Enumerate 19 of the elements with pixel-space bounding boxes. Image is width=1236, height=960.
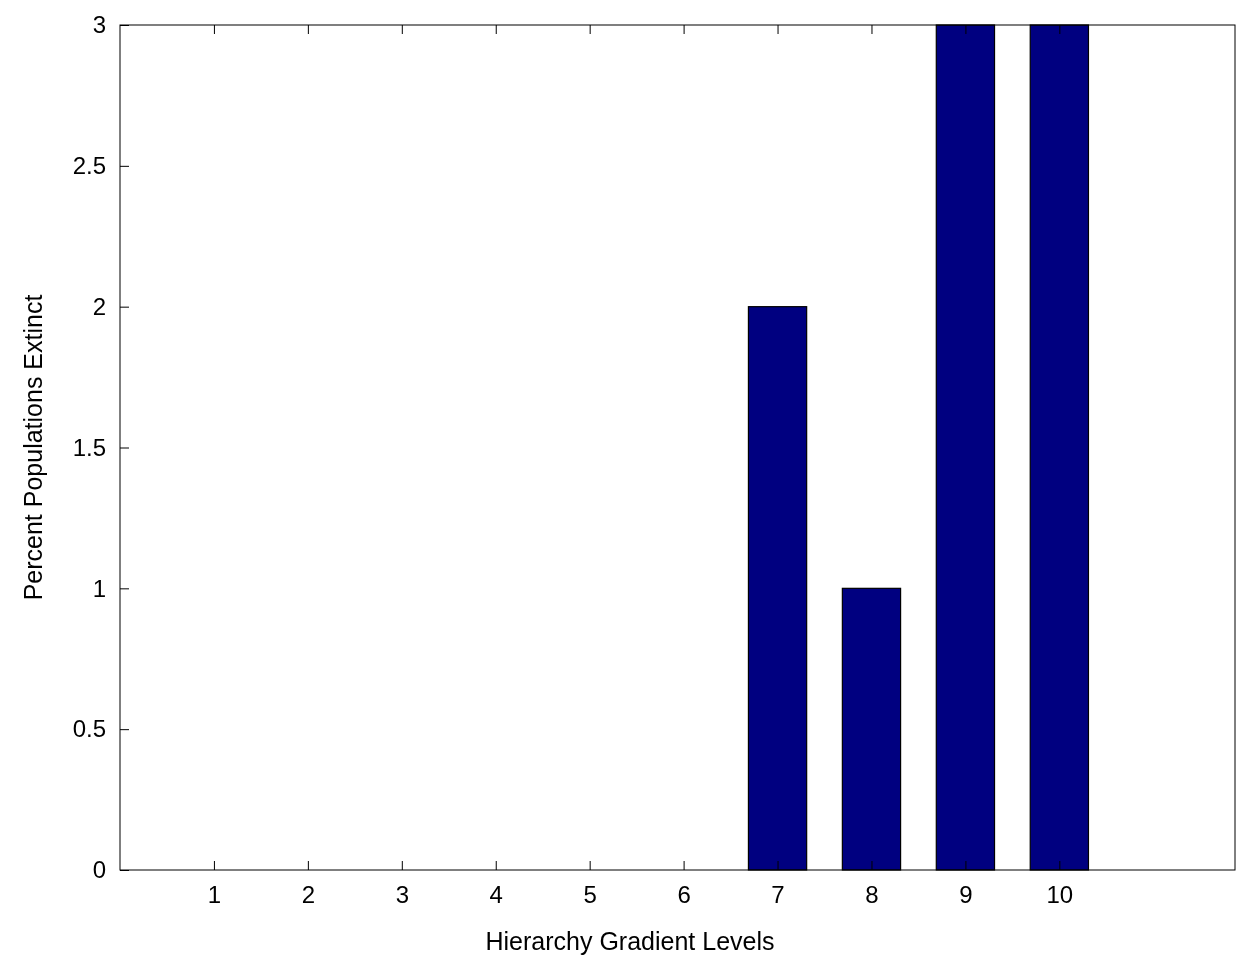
x-tick-label: 6 <box>677 881 691 909</box>
x-tick-label: 4 <box>489 881 503 909</box>
y-tick-label: 0.5 <box>72 715 106 743</box>
y-tick-label: 1 <box>92 574 106 602</box>
x-tick-label: 3 <box>395 881 409 909</box>
y-tick-label: 1.5 <box>72 433 106 461</box>
x-axis-title: Hierarchy Gradient Levels <box>485 927 775 955</box>
x-tick-label: 8 <box>865 881 879 909</box>
x-tick-label: 7 <box>771 881 785 909</box>
x-tick-label: 5 <box>583 881 597 909</box>
x-tick-label: 1 <box>207 881 222 909</box>
y-tick-label: 2 <box>92 292 106 320</box>
y-tick-label: 0 <box>92 856 106 884</box>
y-axis-title: Percent Populations Extinct <box>19 294 47 601</box>
x-tick-label: 2 <box>301 881 316 909</box>
y-tick-label: 2.5 <box>72 152 106 180</box>
y-tick-label: 3 <box>92 11 106 39</box>
x-tick-label: 10 <box>1046 881 1074 909</box>
x-tick-label: 9 <box>959 881 973 909</box>
